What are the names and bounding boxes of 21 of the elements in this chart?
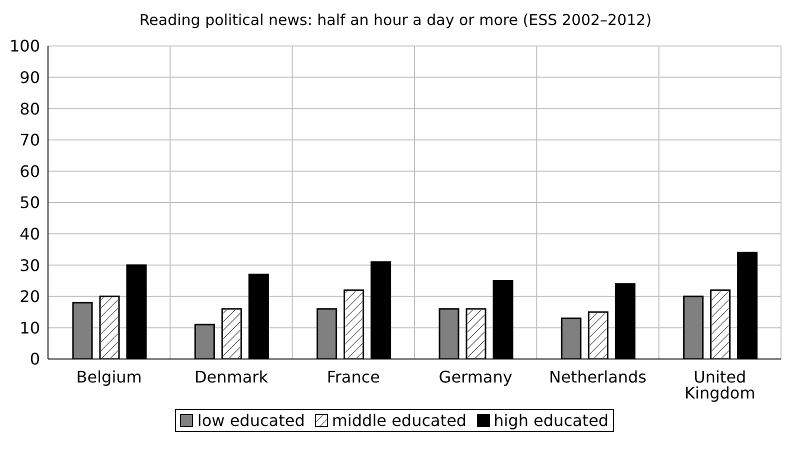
x-tick-label: France (326, 367, 380, 386)
y-tick-label: 60 (20, 162, 40, 181)
x-tick-label: United Kingdom (684, 367, 756, 402)
y-tick-label: 20 (20, 287, 40, 306)
y-tick-label: 40 (20, 224, 40, 244)
y-tick-label: 10 (20, 318, 40, 338)
y-tick-label: 70 (20, 130, 40, 150)
y-tick-label: 90 (20, 68, 40, 87)
legend-label: middle educated (332, 411, 467, 430)
legend-label: low educated (197, 411, 305, 430)
legend-label: high educated (494, 411, 609, 430)
y-tick-label: 0 (30, 350, 40, 369)
x-tick-label: Belgium (76, 367, 142, 386)
x-tick-label: Netherlands (548, 367, 647, 386)
y-tick-label: 80 (20, 99, 40, 118)
x-tick-label: Germany (438, 367, 512, 386)
x-tick-label: Denmark (194, 367, 269, 386)
chart-title: Reading political news: half an hour a day or more (ESS 2002–2012) (138, 10, 653, 31)
y-tick-label: 50 (20, 193, 40, 212)
y-tick-label: 30 (20, 256, 40, 275)
y-tick-label: 100 (9, 36, 40, 56)
